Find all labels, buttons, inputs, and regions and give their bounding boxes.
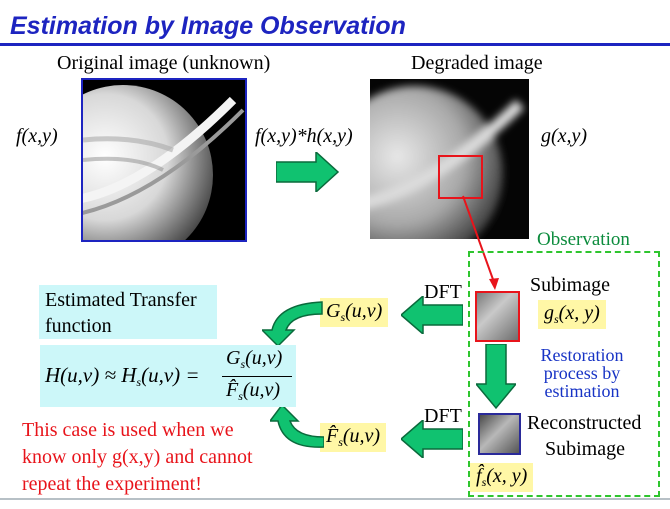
- estimated-transfer-function-box: Estimated Transfer function: [39, 285, 217, 339]
- down-arrow-icon: [476, 344, 516, 410]
- original-image-caption: Original image (unknown): [57, 52, 271, 74]
- convolution-label: f(x,y)*h(x,y): [255, 125, 353, 147]
- Fs-hat-uv-box: F̂s(u,v): [320, 423, 387, 452]
- formula-lhs: H(u,v) ≈ Hs(u,v) =: [45, 363, 200, 389]
- left-arrow-bottom-icon: [401, 420, 463, 458]
- reconstructed-label-line1: Reconstructed: [527, 412, 642, 434]
- fs-hat-xy-box: f̂s(x, y): [470, 463, 534, 492]
- restoration-process-text: Restoration process by estimation: [540, 345, 624, 401]
- observation-region: [468, 251, 660, 497]
- formula-numerator: Gs(u,v): [226, 347, 283, 371]
- gs-xy-box: gs(x, y): [538, 300, 606, 329]
- Gs-uv-box: Gs(u,v): [320, 298, 389, 327]
- observation-label: Observation: [537, 229, 630, 250]
- right-arrow-icon: [276, 152, 340, 192]
- curved-arrow-top-icon: [262, 301, 323, 348]
- subimage-selection-box: [438, 155, 483, 199]
- dft-label-top: DFT: [424, 281, 462, 303]
- reconstructed-label-line2: Subimage: [545, 438, 625, 460]
- degraded-image-caption: Degraded image: [411, 52, 543, 74]
- reconstructed-subimage-thumbnail: [478, 413, 521, 455]
- formula-fraction-bar: [222, 376, 292, 377]
- f-label: f(x,y): [16, 125, 58, 147]
- slide-title: Estimation by Image Observation: [10, 12, 406, 40]
- usage-note: This case is used when we know only g(x,…: [22, 419, 253, 495]
- left-arrow-top-icon: [401, 296, 463, 334]
- dft-label-bottom: DFT: [424, 405, 462, 427]
- degraded-saturn-image: [370, 79, 529, 239]
- bottom-divider: [0, 498, 670, 500]
- subimage-thumbnail: [475, 291, 520, 342]
- formula-denominator: F̂s(u,v): [226, 379, 281, 403]
- g-label: g(x,y): [541, 125, 588, 147]
- title-underline: [0, 43, 670, 46]
- subimage-label: Subimage: [530, 274, 610, 296]
- slide-header: Estimation by Image Observation: [0, 0, 670, 42]
- original-saturn-image: [81, 78, 247, 242]
- curved-arrow-bottom-icon: [270, 405, 324, 448]
- transfer-function-formula: H(u,v) ≈ Hs(u,v) = Gs(u,v) F̂s(u,v): [40, 345, 296, 407]
